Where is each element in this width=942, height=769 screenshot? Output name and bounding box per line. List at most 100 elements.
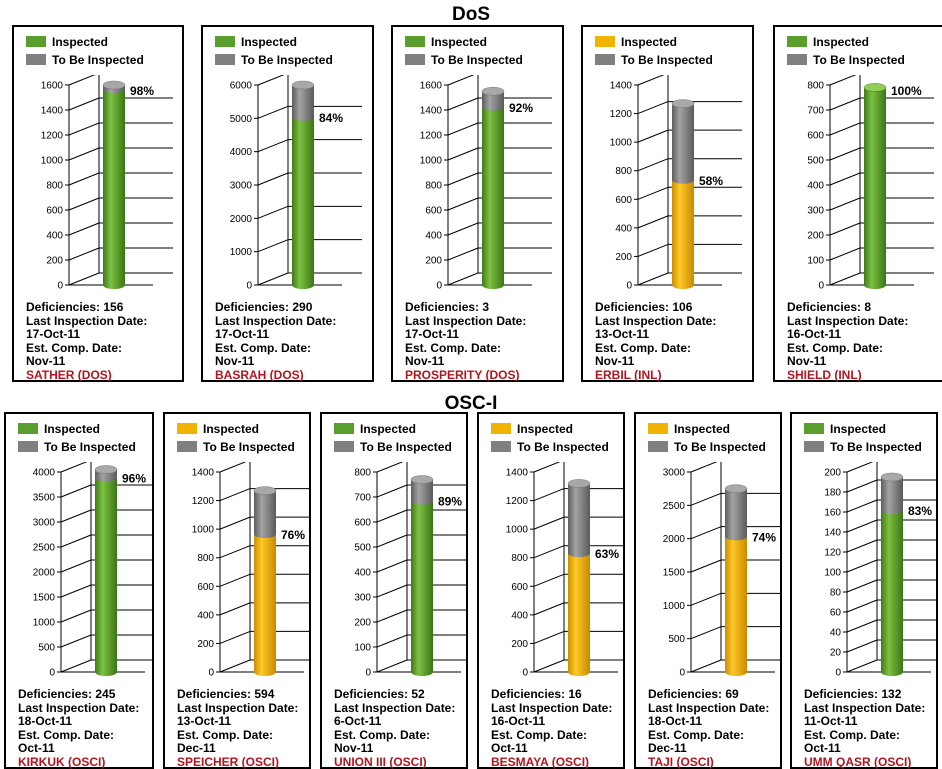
last-inspection-value: 6-Oct-11 [334,714,382,728]
grid-diagonal [637,243,669,257]
y-tick-label: 400 [197,610,214,621]
legend-to-be-inspected: To Be Inspected [787,53,905,67]
legend-swatch-to-be-inspected [18,441,38,452]
percent-label: 89% [438,495,462,509]
bar-inspected [725,536,747,676]
grid-diagonal [637,129,669,143]
est-comp-value: Oct-11 [804,741,841,755]
legend-swatch-inspected [491,423,511,434]
y-tick-label: 500 [807,156,824,167]
last-inspection-value: 18-Oct-11 [648,714,703,728]
legend-inspected: Inspected [405,35,487,49]
bar-top-cap [880,472,904,482]
grid-diagonal [257,239,289,253]
y-tick-label: 100 [824,568,841,579]
y-tick-label: 200 [197,639,214,650]
bar-top-cap [94,465,118,474]
grid-diagonal [690,659,722,673]
grid-diagonal [60,534,92,548]
y-tick-label: 400 [807,181,824,192]
legend-swatch-inspected [595,36,615,47]
bar-to-be-inspected [254,490,276,539]
grid-diagonal [829,247,861,261]
est-comp-value: Oct-11 [491,741,528,755]
y-tick-label: 1000 [192,525,215,536]
y-tick-label: 180 [824,488,841,499]
y-tick-label: 5000 [230,114,253,125]
grid-diagonal [447,197,479,211]
bar-chart: 0 200 400 600 800 1000 1200 1400 1600 92% [420,75,552,292]
y-tick-label: 1000 [230,247,253,258]
last-inspection-label: Last Inspection Date: [334,700,456,715]
legend-swatch-to-be-inspected [177,441,197,452]
legend-label-inspected: Inspected [431,35,488,49]
y-tick-label: 1000 [33,618,56,629]
bar-top-cap [102,80,126,90]
facility-name: PROSPERITY (DOS) [405,367,520,382]
grid-diagonal [829,222,861,236]
grid-diagonal [846,599,878,613]
y-tick-label: 120 [824,548,841,559]
info-block: Deficiencies: 156 Last Inspection Date: 17… [26,300,147,382]
y-tick-label: 800 [511,553,528,564]
grid-diagonal [447,122,479,136]
y-tick-label: 0 [436,281,442,292]
last-inspection-value: 17-Oct-11 [26,327,81,341]
y-tick-label: 600 [425,206,442,217]
grid-diagonal [637,215,669,229]
y-tick-label: 200 [511,639,528,650]
grid-diagonal [690,492,722,506]
est-comp-label: Est. Comp. Date: [787,340,884,355]
est-comp-value: Dec-11 [177,741,216,755]
y-tick-label: 1600 [420,81,443,92]
legend-swatch-inspected [405,36,425,47]
legend-label-inspected: Inspected [674,422,731,436]
grid-diagonal [60,609,92,623]
facility-name: KIRKUK (OSCI) [18,754,106,769]
y-tick-label: 0 [208,668,214,679]
y-tick-label: 1200 [420,131,443,142]
grid-diagonal [219,573,251,587]
y-tick-label: 1400 [610,81,633,92]
grid-diagonal [68,97,100,111]
facility-name: SATHER (DOS) [26,367,112,382]
est-comp-label: Est. Comp. Date: [18,727,115,742]
est-comp-label: Est. Comp. Date: [26,340,123,355]
est-comp-value: Nov-11 [787,354,827,368]
legend-label-to-be-inspected: To Be Inspected [360,440,452,454]
bar-chart: 0 500 1000 1500 2000 2500 3000 3500 4000 96% [33,462,152,679]
bar-inspected [95,477,117,676]
deficiencies-line: Deficiencies: 245 [18,687,116,701]
percent-label: 84% [319,111,343,125]
bar-chart: 0 100 200 300 400 500 600 700 800 89% [354,462,466,679]
last-inspection-label: Last Inspection Date: [405,313,527,328]
bar-inspected [103,89,125,289]
grid-diagonal [376,659,408,673]
bar-inspected [864,87,886,289]
legend-label-inspected: Inspected [830,422,887,436]
grid-diagonal [60,559,92,573]
grid-diagonal [637,101,669,115]
y-tick-label: 1400 [41,106,64,117]
bar-to-be-inspected [482,91,504,111]
info-block: Deficiencies: 3 Last Inspection Date: 17-O… [405,300,527,382]
grid-diagonal [447,97,479,111]
chart-panel: Inspected To Be Inspected 0 200 400 600 800 100… [12,25,184,382]
grid-diagonal [219,630,251,644]
info-block: Deficiencies: 594 Last Inspection Date: 13… [177,687,298,769]
y-tick-label: 600 [615,195,632,206]
bar-inspected [254,534,276,676]
y-tick-label: 60 [830,608,842,619]
grid-diagonal [376,584,408,598]
y-tick-label: 0 [835,668,841,679]
grid-diagonal [68,272,100,286]
grid-diagonal [637,158,669,172]
grid-diagonal [846,639,878,653]
grid-diagonal [68,222,100,236]
grid-diagonal [257,75,285,86]
y-tick-label: 2000 [33,568,56,579]
grid-diagonal [690,462,718,473]
y-tick-label: 1000 [610,138,633,149]
last-inspection-value: 13-Oct-11 [595,327,650,341]
legend-swatch-to-be-inspected [215,54,235,65]
